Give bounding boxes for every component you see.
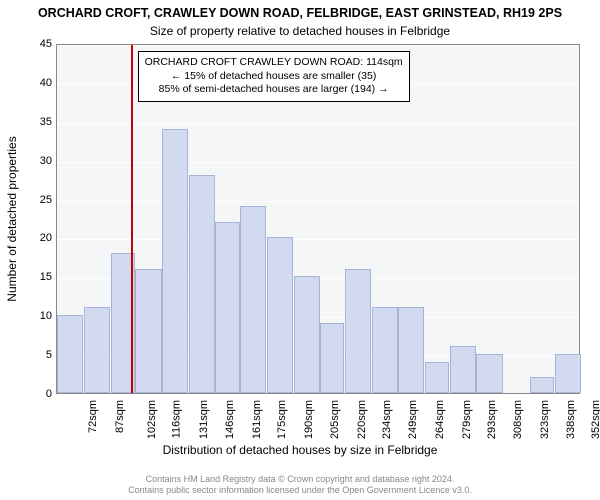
gridline-h	[57, 162, 579, 163]
plot-area: ORCHARD CROFT CRAWLEY DOWN ROAD: 114sqm←…	[56, 44, 580, 394]
histogram-bar	[189, 175, 215, 393]
x-axis-label: Distribution of detached houses by size …	[0, 443, 600, 457]
y-tick-label: 20	[12, 232, 52, 244]
histogram-bar	[267, 237, 293, 393]
y-tick-label: 45	[12, 38, 52, 50]
x-tick-label: 102sqm	[146, 400, 158, 439]
annotation-line: 85% of semi-detached houses are larger (…	[145, 83, 403, 97]
y-tick-label: 15	[12, 271, 52, 283]
y-tick-label: 30	[12, 155, 52, 167]
x-tick-label: 72sqm	[87, 400, 99, 433]
histogram-bar	[57, 315, 83, 393]
histogram-bar	[555, 354, 581, 393]
histogram-bar	[425, 362, 449, 393]
chart-title: ORCHARD CROFT, CRAWLEY DOWN ROAD, FELBRI…	[0, 6, 600, 20]
x-tick-label: 279sqm	[461, 400, 473, 439]
gridline-h	[57, 395, 579, 396]
histogram-bar	[530, 377, 554, 393]
x-tick-label: 220sqm	[356, 400, 368, 439]
y-tick-label: 10	[12, 310, 52, 322]
y-tick-label: 40	[12, 77, 52, 89]
histogram-bar	[320, 323, 344, 393]
y-tick-label: 35	[12, 116, 52, 128]
chart-subtitle: Size of property relative to detached ho…	[0, 24, 600, 38]
x-tick-label: 131sqm	[198, 400, 210, 439]
histogram-bar	[240, 206, 266, 393]
footer-line-2: Contains public sector information licen…	[0, 485, 600, 497]
x-tick-label: 116sqm	[170, 400, 182, 438]
x-tick-label: 87sqm	[114, 400, 126, 433]
gridline-h	[57, 123, 579, 124]
histogram-bar	[450, 346, 476, 393]
y-tick-label: 25	[12, 194, 52, 206]
x-tick-label: 338sqm	[566, 400, 578, 439]
x-tick-label: 352sqm	[590, 400, 600, 439]
x-tick-label: 308sqm	[512, 400, 524, 439]
gridline-h	[57, 45, 579, 46]
x-tick-label: 175sqm	[276, 400, 288, 439]
histogram-bar	[135, 269, 161, 393]
x-tick-label: 205sqm	[329, 400, 341, 439]
y-tick-label: 0	[12, 388, 52, 400]
x-tick-label: 293sqm	[486, 400, 498, 439]
histogram-bar	[162, 129, 188, 393]
x-tick-label: 161sqm	[251, 400, 263, 439]
x-tick-label: 234sqm	[381, 400, 393, 439]
x-tick-label: 323sqm	[539, 400, 551, 439]
annotation-line: ← 15% of detached houses are smaller (35…	[145, 70, 403, 84]
histogram-bar	[215, 222, 239, 393]
x-tick-label: 190sqm	[303, 400, 315, 439]
gridline-h	[57, 201, 579, 202]
histogram-bar	[372, 307, 398, 393]
reference-line	[131, 45, 133, 393]
y-tick-label: 5	[12, 349, 52, 361]
footer-line-1: Contains HM Land Registry data © Crown c…	[0, 474, 600, 486]
gridline-h	[57, 239, 579, 240]
x-tick-label: 264sqm	[434, 400, 446, 439]
histogram-bar	[345, 269, 371, 393]
chart-footer: Contains HM Land Registry data © Crown c…	[0, 474, 600, 497]
histogram-bar	[294, 276, 320, 393]
histogram-bar	[476, 354, 502, 393]
histogram-bar	[398, 307, 424, 393]
annotation-box: ORCHARD CROFT CRAWLEY DOWN ROAD: 114sqm←…	[138, 51, 410, 102]
x-tick-label: 146sqm	[225, 400, 237, 439]
annotation-line: ORCHARD CROFT CRAWLEY DOWN ROAD: 114sqm	[145, 56, 403, 70]
histogram-bar	[84, 307, 110, 393]
x-tick-label: 249sqm	[408, 400, 420, 439]
